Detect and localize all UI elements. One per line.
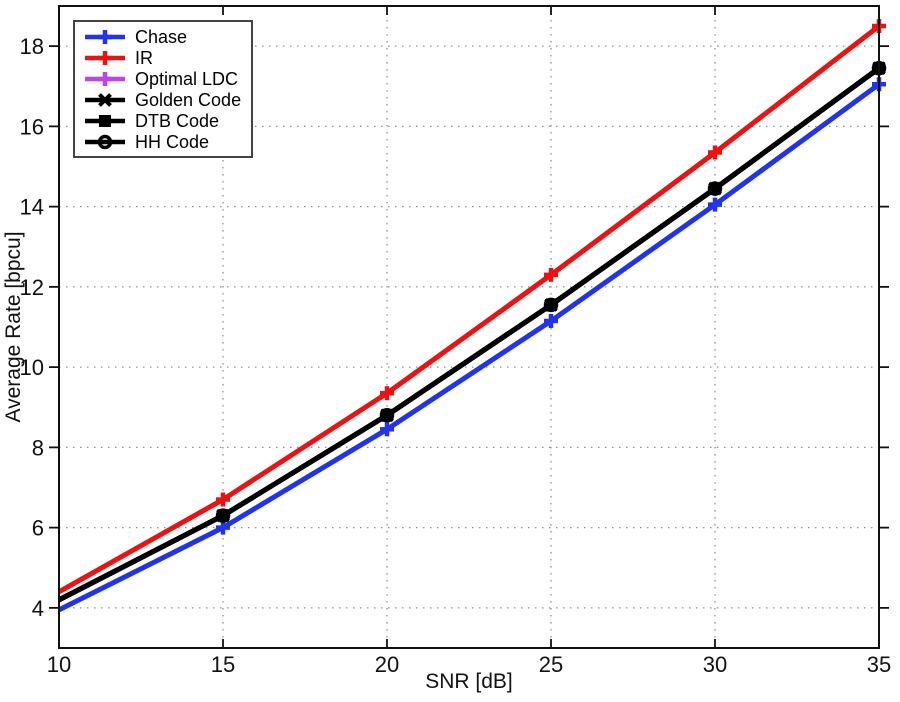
series-marker-hh-code bbox=[707, 181, 723, 196]
legend-sample-circle-icon bbox=[85, 134, 125, 149]
series-marker-ir bbox=[708, 145, 722, 160]
x-tick-label: 25 bbox=[539, 652, 563, 677]
legend-sample-x-icon bbox=[85, 92, 125, 107]
y-tick-label: 14 bbox=[20, 195, 44, 220]
legend-label: IR bbox=[135, 47, 153, 68]
series-marker-chase bbox=[380, 422, 394, 437]
label-layer: SNR [dB] Average Rate [bpcu] bbox=[2, 231, 513, 693]
legend-item-ir: IR bbox=[83, 47, 241, 68]
x-tick-label: 15 bbox=[211, 652, 235, 677]
legend-marker-golden-code bbox=[98, 92, 112, 107]
legend: Chase IR Optimal LDC Golden Code DTB Code HH … bbox=[73, 20, 254, 158]
legend-sample-plus-icon bbox=[85, 71, 125, 86]
series-marker-ir bbox=[380, 386, 394, 401]
x-tick-label: 20 bbox=[375, 652, 399, 677]
y-tick-label: 4 bbox=[32, 596, 44, 621]
x-tick-label: 10 bbox=[47, 652, 71, 677]
series-marker-hh-code bbox=[215, 508, 231, 523]
legend-marker-dtb-code bbox=[99, 114, 111, 127]
legend-item-dtb-code: DTB Code bbox=[83, 110, 241, 131]
legend-item-chase: Chase bbox=[83, 26, 241, 47]
series-marker-hh-code bbox=[379, 408, 395, 423]
legend-label: Optimal LDC bbox=[135, 68, 239, 89]
series-marker-chase bbox=[544, 313, 558, 328]
legend-sample-plus-icon bbox=[85, 29, 125, 44]
legend-label: Golden Code bbox=[135, 89, 242, 110]
y-tick-label: 18 bbox=[20, 34, 44, 59]
x-tick-label: 35 bbox=[867, 652, 891, 677]
legend-sample-square-icon bbox=[85, 114, 125, 127]
y-tick-label: 10 bbox=[20, 355, 44, 380]
legend-label: DTB Code bbox=[135, 110, 220, 131]
y-tick-label: 8 bbox=[32, 435, 44, 460]
legend-item-hh-code: HH Code bbox=[83, 131, 241, 152]
series-layer bbox=[57, 19, 887, 613]
series-marker-chase bbox=[708, 197, 722, 212]
x-tick-label: 30 bbox=[703, 652, 727, 677]
series-line-ir bbox=[57, 24, 881, 595]
series-marker-ir bbox=[544, 267, 558, 282]
legend-item-optimal-ldc: Optimal LDC bbox=[83, 68, 241, 89]
legend-label: HH Code bbox=[135, 131, 210, 152]
legend-sample-plus-icon bbox=[85, 50, 125, 65]
y-tick-label: 16 bbox=[20, 114, 44, 139]
y-tick-label: 12 bbox=[20, 275, 44, 300]
legend-item-golden-code: Golden Code bbox=[83, 89, 241, 110]
legend-marker-ir bbox=[98, 50, 112, 65]
legend-marker-hh-code bbox=[97, 134, 113, 149]
tick-layer: 10 15 20 25 30 35 4 6 8 10 12 14 16 18 bbox=[20, 6, 891, 677]
series-marker-ir bbox=[216, 492, 230, 507]
y-axis-label: Average Rate [bpcu] bbox=[2, 231, 25, 422]
x-axis-label: SNR [dB] bbox=[425, 670, 513, 693]
legend-marker-chase bbox=[98, 29, 112, 44]
series-marker-chase bbox=[216, 520, 230, 535]
legend-label: Chase bbox=[135, 26, 188, 47]
series-line-hh-code bbox=[57, 66, 881, 603]
legend-marker-optimal-ldc bbox=[98, 71, 112, 86]
plot-border-rect bbox=[58, 5, 880, 649]
series-line-chase bbox=[57, 82, 881, 613]
series-marker-hh-code bbox=[543, 297, 559, 313]
plot-border bbox=[58, 5, 880, 649]
y-tick-label: 6 bbox=[32, 516, 44, 541]
